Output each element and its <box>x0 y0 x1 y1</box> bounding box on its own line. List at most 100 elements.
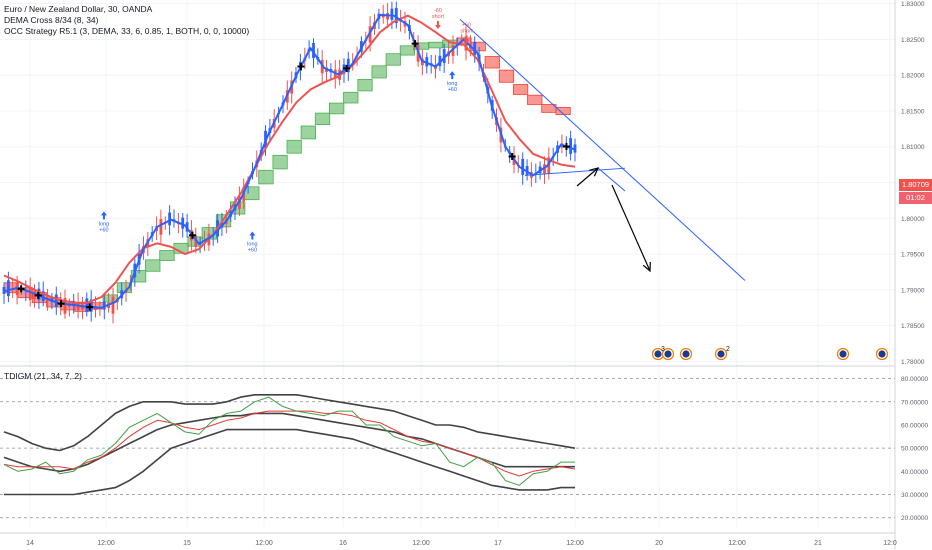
long-signal-value: +60 <box>248 247 257 253</box>
bar-timer-badge: 01:02 <box>899 192 932 204</box>
long-signal-value: +60 <box>448 87 457 93</box>
wedge-trendline[interactable] <box>597 167 626 192</box>
candle-body-down <box>76 302 80 311</box>
price-tick-label: 1.82000 <box>901 73 925 80</box>
descending-trendline[interactable] <box>459 18 746 281</box>
price-tick-label: 1.80000 <box>901 216 925 223</box>
long-signal-arrow <box>449 71 456 80</box>
down-arrow-drawing-head <box>642 261 651 273</box>
tdi-price-line <box>3 396 575 486</box>
dema-fast-line <box>3 14 576 309</box>
ribbon-block <box>300 125 317 140</box>
event-count-label: 2 <box>726 346 730 353</box>
ribbon-block <box>244 186 260 201</box>
candle-body-up <box>181 217 185 229</box>
cross-marker <box>188 231 196 239</box>
candle-body-up <box>54 294 58 307</box>
candle-body-up <box>346 58 350 73</box>
ribbon-block <box>498 69 515 83</box>
candle-body-up <box>390 8 394 20</box>
candle-body-down <box>333 69 337 79</box>
time-tick-label: 12:00 <box>566 540 584 547</box>
ribbon-block <box>286 139 302 154</box>
cross-marker <box>57 300 65 308</box>
candle-body-up <box>521 158 525 175</box>
time-tick-label: 12:00 <box>728 540 746 547</box>
ribbon-block <box>385 53 401 66</box>
cross-marker <box>297 62 305 70</box>
ribbon-block <box>159 250 175 261</box>
tdi-tick-label: 60.00000 <box>901 422 928 429</box>
short-signal-label: short <box>460 28 473 34</box>
price-axis-background <box>895 0 932 550</box>
time-tick-label: 14 <box>26 540 34 547</box>
flag-icon <box>839 350 847 358</box>
ribbon-block <box>527 94 543 105</box>
tdi-tick-label: 80.00000 <box>901 376 928 383</box>
time-tick-label: 12:0 <box>883 540 897 547</box>
price-tick-label: 1.78000 <box>901 359 925 366</box>
up-arrow-drawing[interactable] <box>576 167 599 187</box>
tdi-tick-label: 70.00000 <box>901 399 928 406</box>
candle-body-down <box>159 219 163 235</box>
time-tick-label: 12:00 <box>412 540 430 547</box>
ribbon-block <box>371 65 387 79</box>
time-tick-label: 17 <box>494 540 502 547</box>
time-tick-label: 12:00 <box>255 540 273 547</box>
candle-body-down <box>28 287 32 300</box>
tdi-upper-band <box>3 393 576 452</box>
bar-timer: 01:02 <box>906 193 925 202</box>
flag-icon <box>682 350 690 358</box>
chart-title[interactable]: Euro / New Zealand Dollar, 30, OANDA <box>4 4 153 14</box>
ribbon-block <box>484 56 500 69</box>
candle-body-down <box>63 298 67 314</box>
candle-body-up <box>168 212 171 226</box>
ribbon-block <box>513 84 529 95</box>
candle-body-up <box>569 138 572 154</box>
ribbon-block <box>258 169 274 185</box>
time-axis[interactable]: 14 12:00 15 12:00 16 12:00 17 12:00 20 12:00 21 12:… <box>0 532 897 547</box>
short-signal-arrow <box>463 35 470 44</box>
ribbon-block <box>555 107 571 116</box>
cross-marker <box>508 153 516 161</box>
tdi-lower-band <box>4 428 575 496</box>
indicator-occ[interactable]: OCC Strategy R5.1 (3, DEMA, 33, 6, 0.85,… <box>4 26 250 36</box>
cross-marker <box>343 64 351 72</box>
tdi-tick-label: 50.00000 <box>901 446 928 453</box>
tdi-tick-label: 30.00000 <box>901 492 928 499</box>
long-signal-value: +60 <box>99 227 108 233</box>
flag-icon <box>654 350 662 358</box>
price-tick-label: 1.81000 <box>901 144 925 151</box>
ribbon-block <box>357 79 373 92</box>
support-trendline[interactable] <box>524 167 626 176</box>
price-tick-label: 1.81500 <box>901 108 925 115</box>
candle-body-up <box>425 57 429 67</box>
down-arrow-drawing[interactable] <box>611 184 651 272</box>
price-axis[interactable]: 1.830001.825001.820001.815001.810001.805… <box>894 0 932 550</box>
candle-body-down <box>33 290 36 300</box>
indicator-dema[interactable]: DEMA Cross 8/34 (8, 34) <box>4 15 99 25</box>
tdi-tick-label: 40.00000 <box>901 469 928 476</box>
long-signal-arrow <box>100 211 107 220</box>
flag-icon <box>717 350 725 358</box>
time-tick-label: 12:00 <box>97 540 115 547</box>
time-tick-label: 20 <box>655 540 663 547</box>
candle-body-down <box>111 296 115 314</box>
ribbon-block <box>328 102 345 115</box>
ribbon-block <box>428 41 444 49</box>
tdi-tick-label: 20.00000 <box>901 515 928 522</box>
candle-body-down <box>464 36 468 51</box>
ribbon-block <box>145 259 161 272</box>
candle-body-up <box>41 291 45 301</box>
long-signal-label: long <box>99 221 109 227</box>
candle-body-up <box>89 299 93 312</box>
event-count-label: 3 <box>661 346 665 353</box>
time-tick-label: 16 <box>339 540 347 547</box>
candle-body-up <box>473 41 477 56</box>
indicator-tdigm[interactable]: TDIGM (21, 34, 7, 2) <box>4 371 82 381</box>
long-signal-label: long <box>447 81 457 87</box>
up-arrow-drawing-head <box>589 167 600 177</box>
